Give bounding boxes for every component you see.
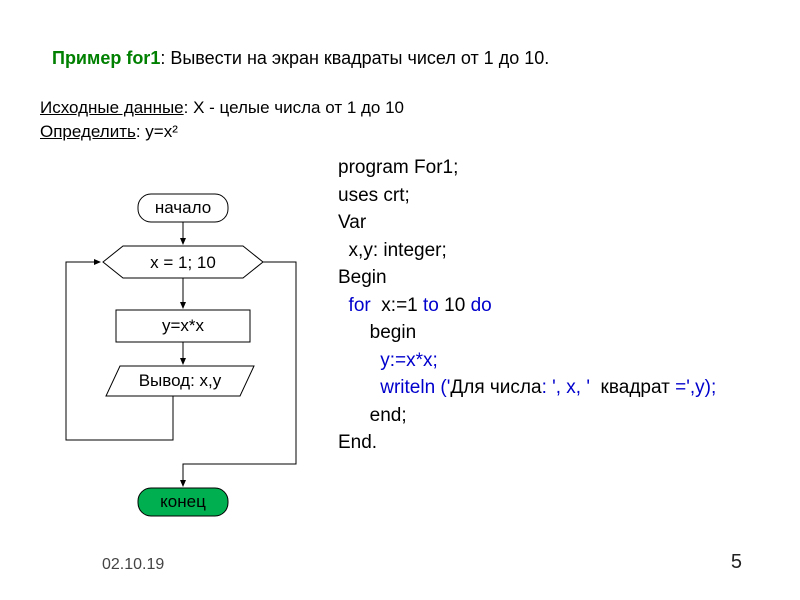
label-end: конец: [160, 492, 206, 511]
code-do: do: [471, 295, 492, 316]
edge-loopback: [66, 262, 173, 440]
title-prefix: Пример for1: [52, 48, 160, 68]
label-output: Вывод: x,y: [139, 371, 222, 390]
code-wa: writeln (': [338, 377, 450, 398]
code-y: y:=x*x;: [338, 350, 438, 371]
code-End: End.: [338, 432, 377, 453]
code-wd: квадрат: [590, 377, 675, 398]
code-we: =',y);: [675, 377, 716, 398]
code-begin: begin: [338, 322, 416, 343]
code-l1: program For1;: [338, 157, 458, 178]
subtitle1-label: Исходные данные: [40, 98, 184, 117]
title-rest: : Вывести на экран квадраты чисел от 1 д…: [160, 48, 549, 68]
code-end: end;: [338, 405, 407, 426]
code-wc: : ', x, ': [542, 377, 590, 398]
code-l3: Var: [338, 212, 366, 233]
footer-page: 5: [731, 551, 742, 574]
code-wb: Для числа: [450, 377, 541, 398]
code-l2: uses crt;: [338, 185, 410, 206]
page-title: Пример for1: Вывести на экран квадраты ч…: [52, 48, 549, 69]
subtitle-1: Исходные данные: Х - целые числа от 1 до…: [40, 98, 404, 118]
code-xassign: x:=1: [371, 295, 418, 316]
code-for: for: [338, 295, 371, 316]
flowchart: начало x = 1; 10 y=x*x Вывод: x,y конец: [38, 188, 328, 548]
label-calc: y=x*x: [162, 316, 205, 335]
subtitle-2: Определить: y=x²: [40, 122, 178, 142]
subtitle2-label: Определить: [40, 122, 136, 141]
label-loop: x = 1; 10: [150, 253, 216, 272]
code-l4: x,y: integer;: [338, 240, 447, 261]
code-l5: Begin: [338, 267, 387, 288]
subtitle2-rest: : y=x²: [136, 122, 178, 141]
code-to: to: [418, 295, 439, 316]
footer-date: 02.10.19: [102, 556, 164, 574]
code-10: 10: [439, 295, 471, 316]
subtitle1-rest: : Х - целые числа от 1 до 10: [184, 98, 404, 117]
label-start: начало: [155, 198, 211, 217]
code-block: program For1; uses crt; Var x,y: integer…: [338, 154, 716, 457]
